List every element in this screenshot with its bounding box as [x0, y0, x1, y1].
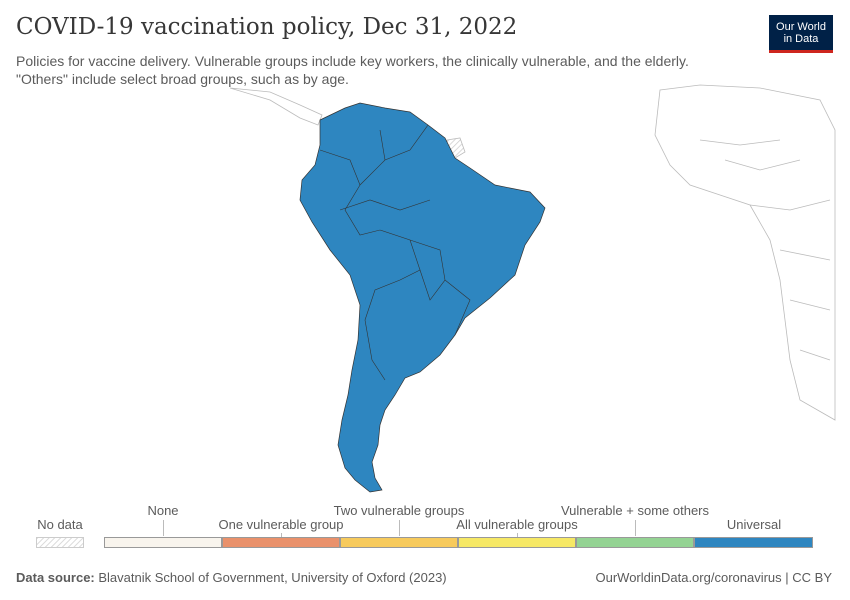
owid-logo[interactable]: Our World in Data	[769, 15, 833, 53]
data-source: Data source: Blavatnik School of Governm…	[16, 570, 447, 585]
legend-bin-all[interactable]	[458, 537, 576, 548]
legend-label-none: None	[147, 503, 179, 518]
legend-label-universal: Universal	[726, 517, 782, 532]
legend-no-data-label: No data	[37, 517, 83, 532]
legend-tick	[517, 533, 518, 537]
legend-label-some-others: Vulnerable + some others	[560, 503, 710, 518]
legend-bin-one[interactable]	[222, 537, 340, 548]
legend-tick	[635, 520, 636, 536]
country-borders	[319, 124, 471, 381]
world-map[interactable]	[0, 80, 850, 500]
south-america	[299, 102, 546, 493]
africa-borders	[699, 139, 831, 361]
source-text: Blavatnik School of Government, Universi…	[98, 570, 447, 585]
legend-bin-none[interactable]	[104, 537, 222, 548]
legend-label-all: All vulnerable groups	[456, 517, 578, 532]
legend-bin-two[interactable]	[340, 537, 458, 548]
legend-bin-universal[interactable]	[694, 537, 813, 548]
legend-no-data-swatch[interactable]	[36, 537, 84, 548]
legend-tick	[281, 533, 282, 537]
central-america	[229, 87, 323, 126]
legend-label-one: One vulnerable group	[218, 517, 344, 532]
footer-link[interactable]: OurWorldinData.org/coronavirus | CC BY	[595, 570, 832, 585]
legend-label-two: Two vulnerable groups	[333, 503, 465, 518]
legend-tick	[163, 520, 164, 536]
source-label: Data source:	[16, 570, 95, 585]
legend-bin-some-others[interactable]	[576, 537, 694, 548]
chart-subtitle: Policies for vaccine delivery. Vulnerabl…	[16, 53, 689, 87]
logo-line1: Our World	[776, 21, 826, 33]
legend-tick	[399, 520, 400, 536]
africa-outline	[654, 84, 836, 421]
chart-title: COVID-19 vaccination policy, Dec 31, 202…	[16, 14, 518, 40]
logo-line2: in Data	[783, 33, 819, 45]
